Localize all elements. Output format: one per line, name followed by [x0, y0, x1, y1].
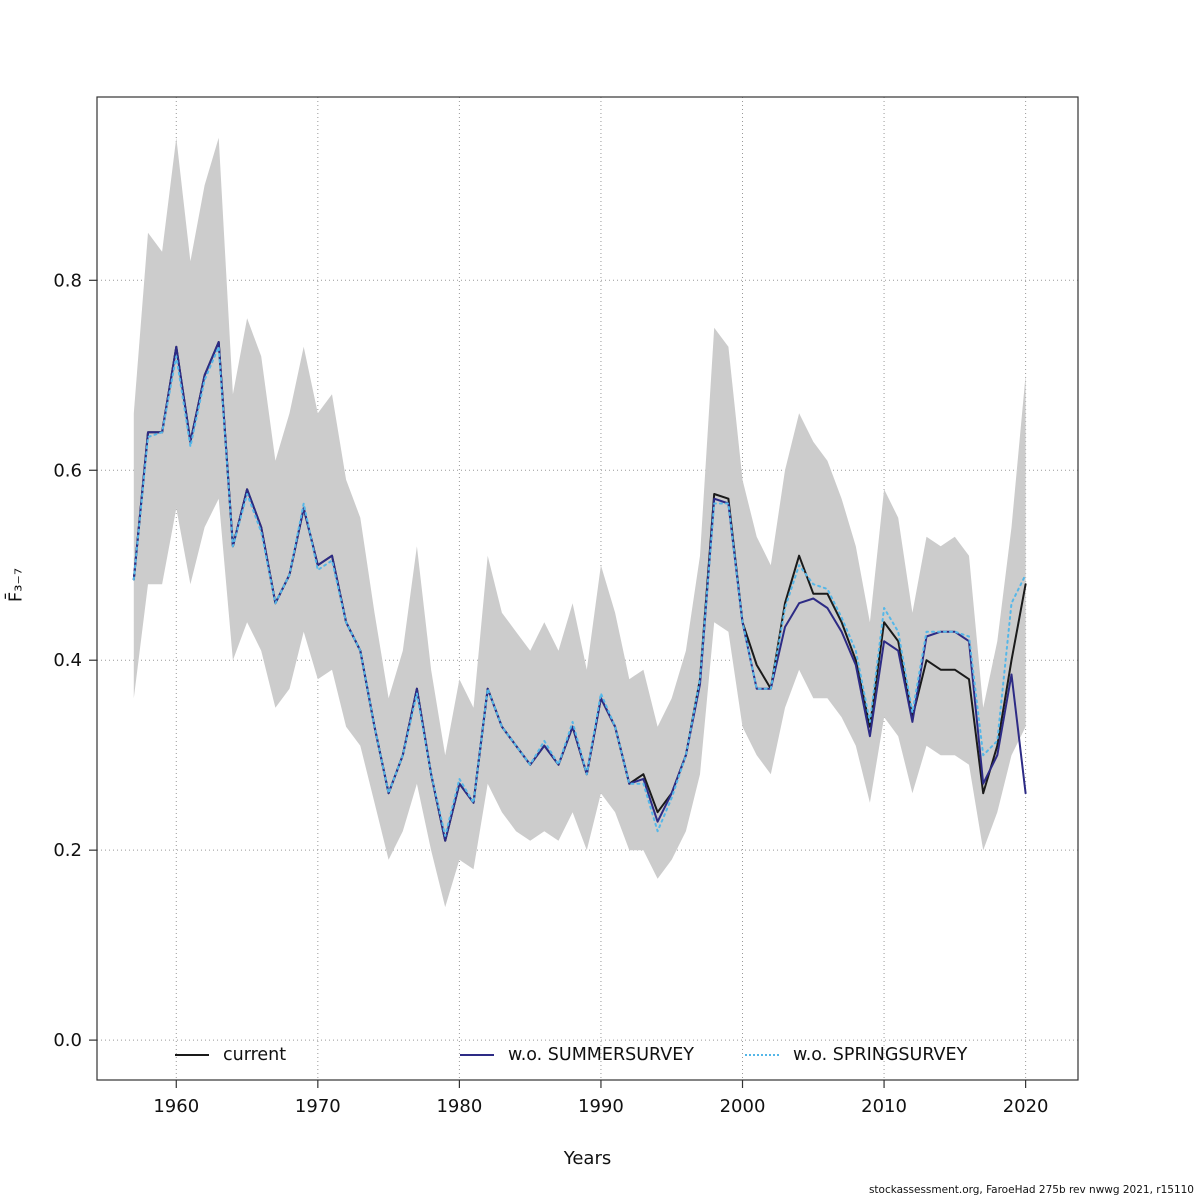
legend-swatch-current: [175, 1054, 209, 1056]
svg-text:1990: 1990: [578, 1096, 624, 1117]
legend-swatch-wo-springsurvey: [745, 1054, 779, 1056]
svg-text:2010: 2010: [861, 1096, 907, 1117]
attribution-text: stockassessment.org, FaroeHad 275b rev n…: [868, 1184, 1194, 1196]
legend-label-current: current: [223, 1045, 287, 1065]
svg-text:1960: 1960: [153, 1096, 199, 1117]
svg-text:0.8: 0.8: [53, 270, 82, 291]
legend-label-wo-summersurvey: w.o. SUMMERSURVEY: [508, 1045, 694, 1065]
axis-ticks: [89, 279, 1027, 1088]
axis-tick-labels: 1960 1970 1980 1990 2000 2010 2020 0.0 0.2 0.4 0.6…: [53, 270, 1048, 1117]
y-axis-label: F̄₃₋₇: [5, 567, 27, 603]
legend-swatch-wo-summersurvey: [460, 1054, 494, 1056]
svg-text:0.2: 0.2: [53, 840, 82, 861]
svg-text:0.0: 0.0: [53, 1030, 82, 1051]
svg-text:2000: 2000: [720, 1096, 766, 1117]
svg-text:1970: 1970: [295, 1096, 341, 1117]
svg-text:0.6: 0.6: [53, 460, 82, 481]
legend-item-wo-springsurvey: w.o. SPRINGSURVEY: [745, 1042, 967, 1068]
svg-text:1980: 1980: [436, 1096, 482, 1117]
svg-text:0.4: 0.4: [53, 650, 82, 671]
legend-item-current: current: [175, 1042, 286, 1068]
plot-border: [96, 96, 1079, 1081]
confidence-band: [133, 137, 1026, 908]
legend-label-wo-springsurvey: w.o. SPRINGSURVEY: [793, 1045, 968, 1065]
x-axis-label: Years: [563, 1148, 612, 1169]
legend-item-wo-summersurvey: w.o. SUMMERSURVEY: [460, 1042, 694, 1068]
svg-text:2020: 2020: [1003, 1096, 1049, 1117]
